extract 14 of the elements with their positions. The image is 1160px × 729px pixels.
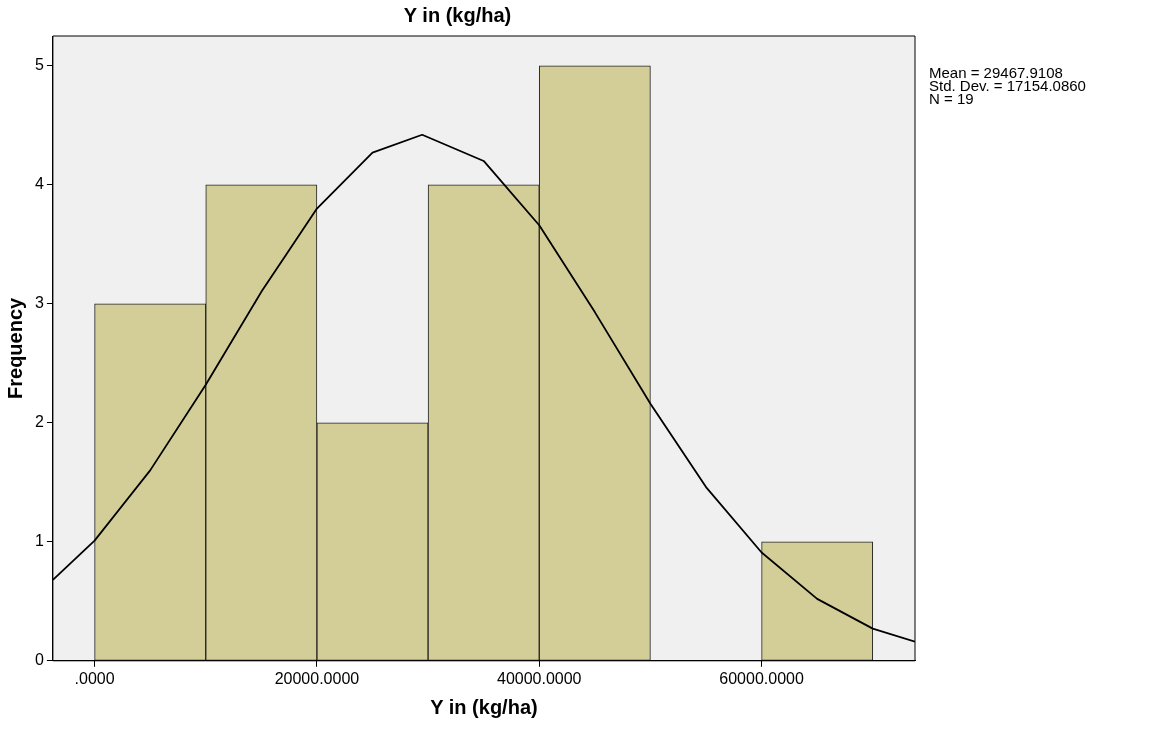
y-axis-title: Frequency	[3, 296, 26, 399]
y-tick-label: 3	[34, 294, 44, 312]
y-tick-label: 0	[34, 651, 44, 669]
x-tick-label: 40000.0000	[496, 669, 582, 687]
y-tick-label: 2	[34, 413, 44, 431]
x-tick-label: 60000.0000	[719, 669, 804, 687]
x-tick-label: .0000	[74, 669, 115, 687]
x-axis-title: Y in (kg/ha)	[430, 695, 538, 718]
text: Mean = 29467.9108	[929, 63, 1063, 81]
chart-title: Y in (kg/ha)	[403, 3, 512, 26]
y-tick-label: 1	[34, 532, 44, 550]
x-tick-label: 20000.0000	[274, 669, 360, 687]
y-tick-label: 4	[34, 175, 44, 193]
y-tick-label: 5	[34, 56, 44, 74]
